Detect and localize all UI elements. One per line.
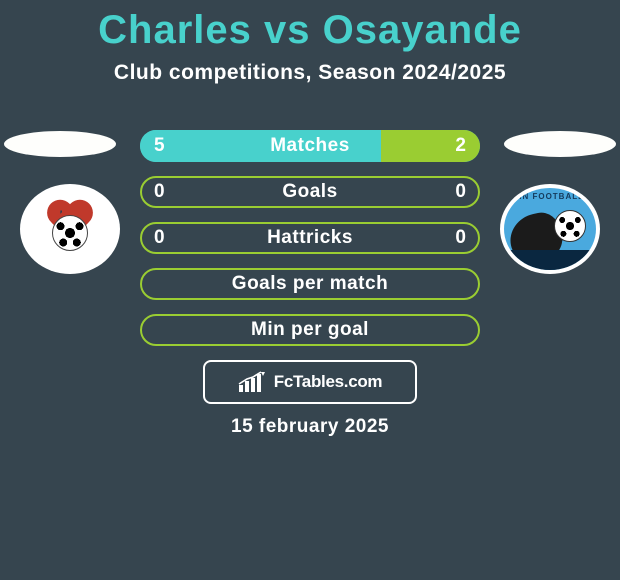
crest-arc-text: PHIN FOOTBALL C <box>504 192 596 201</box>
infographic-date: 15 february 2025 <box>0 416 620 438</box>
soccer-ball-icon <box>554 210 586 242</box>
club-badge-right: PHIN FOOTBALL C <box>500 184 600 274</box>
stat-label: Goals per match <box>140 268 480 300</box>
stat-bar-row: Min per goal <box>140 314 480 346</box>
page-title: Charles vs Osayande <box>0 8 620 53</box>
bar-chart-rise-icon <box>238 371 268 393</box>
stat-bar-row: Goals per match <box>140 268 480 300</box>
stat-label: Goals <box>140 176 480 208</box>
wave-icon <box>504 250 596 270</box>
comparison-infographic: Charles vs Osayande Club competitions, S… <box>0 8 620 580</box>
stat-label: Hattricks <box>140 222 480 254</box>
stat-bar-row: 00Hattricks <box>140 222 480 254</box>
brand-text: FcTables.com <box>274 372 383 392</box>
spotlight-right <box>504 131 616 157</box>
club-badge-left: IFC <box>20 184 120 274</box>
stat-bars: 52Matches 00Goals 00Hattricks Goals per mat… <box>140 130 480 360</box>
stat-bar-row: 52Matches <box>140 130 480 162</box>
crest-heart-icon: IFC <box>45 201 95 247</box>
crest-dolphin-icon: PHIN FOOTBALL C <box>504 188 596 270</box>
stat-bar-row: 00Goals <box>140 176 480 208</box>
brand-badge: FcTables.com <box>203 360 417 404</box>
stat-label: Min per goal <box>140 314 480 346</box>
stat-label: Matches <box>140 130 480 162</box>
soccer-ball-icon <box>52 215 88 251</box>
spotlight-left <box>4 131 116 157</box>
page-subtitle: Club competitions, Season 2024/2025 <box>0 61 620 85</box>
